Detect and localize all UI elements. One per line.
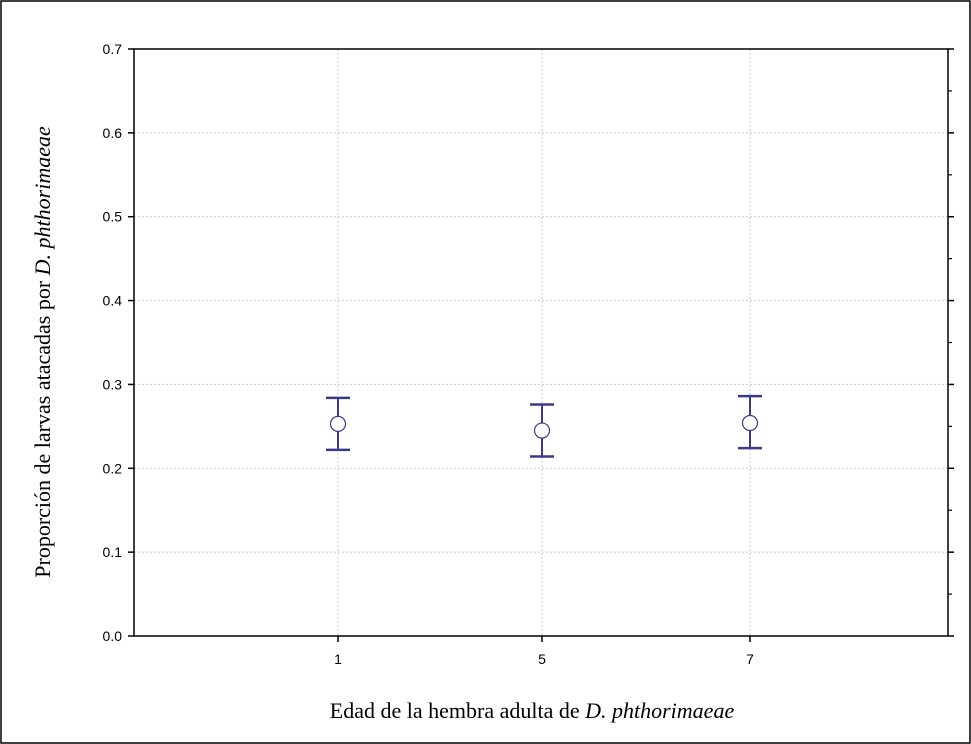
error-bar-group [738, 394, 762, 450]
y-tick-label: 0.1 [103, 544, 123, 560]
y-tick-label: 0.0 [103, 628, 123, 644]
x-tick-label: 1 [334, 651, 342, 667]
error-bar-group [326, 396, 350, 452]
mean-marker [329, 415, 347, 432]
axis-title-text: Proporción de larvas atacadas por [30, 275, 55, 577]
y-tick-label: 0.2 [103, 460, 123, 476]
error-bar-group [530, 403, 554, 458]
x-axis-ticks: 1 5 7 [334, 636, 754, 667]
y-tick-label: 0.3 [103, 376, 123, 392]
y-axis-ticks: 0.0 0.1 0.2 0.3 0.4 0.5 0.6 0.7 [103, 41, 954, 644]
axis-title-species: D. phthorimaeae [584, 698, 734, 723]
y-tick-label: 0.5 [103, 209, 123, 225]
mean-marker [533, 422, 551, 439]
data-marks [326, 394, 762, 458]
x-tick-label: 5 [538, 651, 546, 667]
y-tick-label: 0.4 [103, 293, 123, 309]
mean-marker [741, 414, 759, 432]
y-tick-label: 0.6 [103, 125, 123, 141]
axis-title-text: Edad de la hembra adulta de [330, 698, 585, 723]
y-tick-label: 0.7 [103, 41, 123, 57]
y-axis-title: Proporción de larvas atacadas por D. pht… [30, 126, 55, 578]
grid [134, 49, 948, 636]
x-tick-label: 7 [746, 651, 754, 667]
x-axis-title: Edad de la hembra adulta de D. phthorima… [330, 698, 735, 723]
axis-title-species: D. phthorimaeae [30, 126, 55, 276]
